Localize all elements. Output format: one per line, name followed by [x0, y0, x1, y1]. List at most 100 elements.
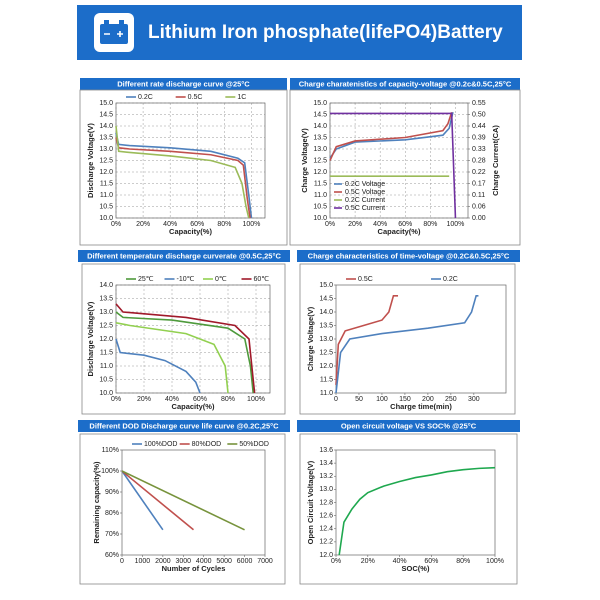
y-axis-title: Charge Voltage(V) — [306, 306, 315, 371]
chart-panel — [289, 89, 521, 246]
y-tick-label: 12.0 — [319, 363, 333, 370]
y-tick-label: 13.2 — [319, 473, 333, 480]
y-tick-label: 14.0 — [319, 309, 333, 316]
series-line — [329, 112, 454, 159]
y-tick-label: 12.0 — [313, 169, 327, 176]
x-tick-label: 80% — [456, 558, 470, 565]
y-tick-label: 10.5 — [99, 376, 113, 383]
title-bar — [290, 78, 520, 90]
y2-tick-label: 0.44 — [472, 123, 486, 130]
y-tick-label: 12.5 — [313, 157, 327, 164]
x-tick-label: 6000 — [237, 558, 253, 565]
x-tick-label: 60% — [193, 396, 207, 403]
y-tick-label: 11.0 — [320, 390, 333, 397]
x-tick-label: 40% — [165, 396, 179, 403]
x-tick-label: 40% — [163, 221, 177, 228]
title-bar — [78, 250, 290, 262]
x-tick-label: 0 — [120, 558, 124, 565]
header-banner — [77, 5, 522, 60]
y-tick-label: 60% — [105, 552, 119, 559]
y-tick-label: 13.6 — [319, 447, 333, 454]
series-line — [335, 295, 479, 394]
y-tick-label: 14.0 — [99, 123, 113, 130]
x-tick-label: 100% — [243, 221, 261, 228]
legend-label: 0.5C — [188, 94, 203, 101]
y-tick-label: 80% — [105, 510, 119, 517]
x-tick-label: 0% — [111, 396, 121, 403]
x-tick-label: 0% — [331, 558, 341, 565]
chart-title: Open circuit voltage VS SOC% @25°C — [341, 421, 477, 430]
y2-tick-label: 0.00 — [472, 215, 486, 222]
y-tick-label: 14.5 — [319, 295, 333, 302]
chart-panel — [79, 433, 286, 585]
y-tick-label: 15.0 — [99, 100, 113, 107]
y-tick-label: 14.0 — [313, 123, 327, 130]
x-tick-label: 80% — [217, 221, 231, 228]
x-tick-label: 0% — [325, 221, 335, 228]
y-tick-label: 13.5 — [319, 322, 333, 329]
title-bar — [297, 250, 520, 262]
y-tick-label: 12.8 — [319, 499, 333, 506]
y-tick-label: 12.2 — [319, 539, 333, 546]
legend-label: 0℃ — [215, 276, 227, 283]
y-tick-label: 12.5 — [319, 349, 333, 356]
title-bar — [297, 420, 520, 432]
y-tick-label: 15.0 — [319, 282, 333, 289]
x-tick-label: 60% — [398, 221, 412, 228]
series-line — [329, 111, 453, 161]
y-tick-label: 13.0 — [313, 146, 327, 153]
y-tick-label: 13.4 — [319, 460, 333, 467]
y-axis-title: Open Circuit Voltage(V) — [306, 460, 315, 544]
y-tick-label: 70% — [105, 531, 119, 538]
series-line — [115, 125, 250, 219]
x-axis-title: SOC(%) — [402, 564, 430, 573]
y-tick-label: 12.0 — [319, 552, 333, 559]
y-tick-label: 13.0 — [99, 309, 113, 316]
x-tick-label: 80% — [423, 221, 437, 228]
x-tick-label: 2000 — [155, 558, 171, 565]
chart-title: Different temperature discharge curverat… — [87, 251, 281, 260]
title-bar — [78, 420, 290, 432]
y-tick-label: 110% — [102, 447, 119, 454]
legend-label: 0.5C Current — [345, 205, 385, 212]
battery-icon — [100, 24, 128, 44]
y-tick-label: 12.5 — [99, 157, 113, 164]
x-tick-label: 100% — [247, 396, 265, 403]
x-tick-label: 7000 — [257, 558, 273, 565]
y2-tick-label: 0.22 — [472, 169, 486, 176]
y-tick-label: 10.0 — [99, 390, 113, 397]
plot-frame — [335, 449, 496, 556]
legend-label: 60℃ — [254, 276, 270, 283]
y-axis-title: Discharge Voltage(V) — [86, 301, 95, 376]
y2-tick-label: 0.39 — [472, 134, 486, 141]
legend-label: 80%DOD — [192, 441, 222, 448]
y2-tick-label: 0.33 — [472, 146, 486, 153]
x-tick-label: 100 — [376, 396, 388, 403]
legend-label: 0.2C — [443, 276, 458, 283]
chart-title: Charge characteristics of time-voltage @… — [308, 251, 510, 260]
x-tick-label: 200 — [422, 396, 434, 403]
battery-signs — [104, 31, 123, 37]
legend-label: 0.2C — [138, 94, 153, 101]
x-tick-label: 150 — [399, 396, 411, 403]
y-tick-label: 11.5 — [320, 376, 333, 383]
chart-panel — [79, 89, 288, 246]
chart-title: Different DOD Discharge curve life curve… — [89, 421, 279, 430]
y-tick-label: 12.5 — [99, 322, 113, 329]
x-tick-label: 1000 — [135, 558, 151, 565]
y-axis-title: Remaining capacity(%) — [92, 461, 101, 544]
battery-terminal — [119, 20, 124, 24]
x-tick-label: 20% — [348, 221, 362, 228]
y2-tick-label: 0.06 — [472, 203, 486, 210]
y-tick-label: 12.0 — [99, 336, 113, 343]
legend-label: 0.2C Voltage — [345, 181, 385, 188]
y2-axis-title: Charge Current(CA) — [491, 125, 500, 196]
y-axis-title: Charge Voltage(V) — [300, 128, 309, 193]
series-line — [115, 338, 201, 394]
y-tick-label: 10.0 — [313, 215, 327, 222]
legend-label: 0.2C Current — [345, 197, 385, 204]
y-tick-label: 13.0 — [319, 336, 333, 343]
y-tick-label: 12.4 — [319, 526, 333, 533]
y-tick-label: 15.0 — [313, 100, 327, 107]
